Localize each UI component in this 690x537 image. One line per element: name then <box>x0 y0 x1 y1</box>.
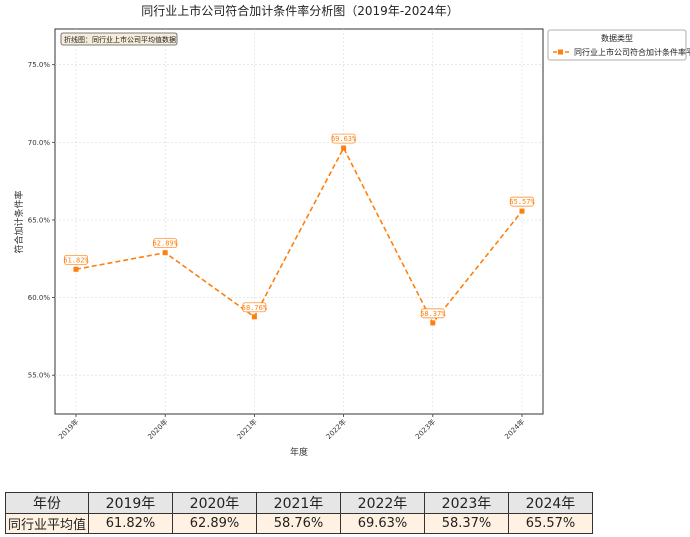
y-axis-title: 符合加计条件率 <box>13 190 25 253</box>
table-header-cell: 年份 <box>5 492 89 514</box>
series-average: 61.82% 62.89% 58.76% 69.63% 58.37% 65.57% <box>63 133 535 326</box>
annotation-text: 折线图：同行业上市公司平均值数据 <box>64 35 176 44</box>
chart-title: 同行业上市公司符合加计条件率分析图（2019年-2024年） <box>141 3 458 18</box>
data-label: 61.82% <box>63 256 89 264</box>
x-tick-label: 2019年 <box>56 417 80 441</box>
chart-annotation-box: 折线图：同行业上市公司平均值数据 <box>60 32 178 46</box>
table-header-row: 年份 2019年 2020年 2021年 2022年 2023年 2024年 <box>5 492 593 514</box>
y-tick-label: 55.0% <box>28 372 51 380</box>
x-tick-label: 2023年 <box>413 417 437 441</box>
legend-marker <box>558 49 563 55</box>
y-axis: 55.0% 60.0% 65.0% 70.0% 75.0% <box>28 61 55 380</box>
data-label-box <box>331 133 356 144</box>
legend: 数据类型 同行业上市公司符合加计条件率平均值 <box>547 29 690 61</box>
x-tick-label: 2024年 <box>502 417 526 441</box>
data-label-box <box>510 196 534 207</box>
table-row: 同行业平均值 61.82% 62.89% 58.76% 69.63% 58.37… <box>5 513 593 534</box>
x-tick-label: 2020年 <box>146 417 170 441</box>
annotation-box <box>60 32 178 46</box>
table-row-label: 同行业平均值 <box>5 513 89 534</box>
data-point <box>430 320 436 326</box>
data-label: 69.63% <box>331 135 357 143</box>
legend-box <box>547 29 687 61</box>
data-point <box>73 266 79 272</box>
data-label-box <box>153 238 178 249</box>
data-label-box <box>64 254 88 265</box>
x-tick-label: 2021年 <box>235 417 259 441</box>
x-axis: 2019年 2020年 2021年 2022年 2023年 2024年 <box>56 414 526 441</box>
legend-title: 数据类型 <box>601 33 633 43</box>
series-line <box>75 146 523 325</box>
table-cell: 65.57% <box>508 513 593 534</box>
table-header-cell: 2019年 <box>88 492 173 514</box>
data-label: 62.89% <box>153 240 179 248</box>
data-label-box <box>420 308 445 319</box>
data-point <box>162 250 168 256</box>
data-point <box>341 145 347 151</box>
table-header-cell: 2020年 <box>172 492 257 514</box>
data-label: 65.57% <box>509 198 535 206</box>
y-tick-label: 65.0% <box>28 216 51 224</box>
legend-item-average: 同行业上市公司符合加计条件率平均值 <box>574 47 690 57</box>
data-label: 58.76% <box>242 304 268 312</box>
x-tick-label: 2022年 <box>324 417 348 441</box>
grid <box>55 29 543 414</box>
line-chart: 同行业上市公司符合加计条件率分析图（2019年-2024年） 55.0% 60.0… <box>13 3 690 458</box>
table-header-cell: 2022年 <box>340 492 425 514</box>
data-label: 58.37% <box>420 310 446 318</box>
table-header-cell: 2024年 <box>508 492 593 514</box>
y-tick-label: 75.0% <box>28 61 51 69</box>
table-cell: 58.37% <box>424 513 509 534</box>
y-tick-label: 70.0% <box>28 139 51 147</box>
table-cell: 58.76% <box>256 513 341 534</box>
table-cell: 61.82% <box>88 513 173 534</box>
data-table: 年份 2019年 2020年 2021年 2022年 2023年 2024年 同… <box>5 492 593 534</box>
x-axis-title: 年度 <box>290 446 308 458</box>
data-label-box <box>242 302 267 313</box>
data-point <box>519 208 525 214</box>
table-header-cell: 2023年 <box>424 492 509 514</box>
plot-area <box>54 28 544 415</box>
table-cell: 62.89% <box>172 513 257 534</box>
table-cell: 69.63% <box>340 513 425 534</box>
table-header-cell: 2021年 <box>256 492 341 514</box>
data-point <box>251 314 257 320</box>
y-tick-label: 60.0% <box>28 294 51 302</box>
